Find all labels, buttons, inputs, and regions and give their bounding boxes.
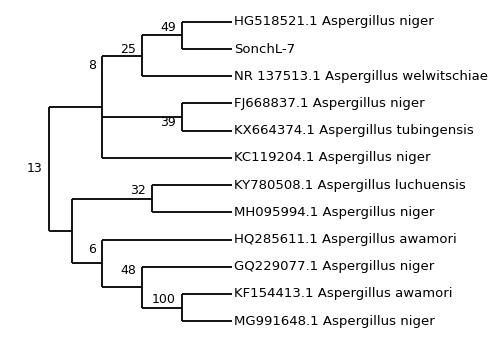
Text: FJ668837.1 Aspergillus niger: FJ668837.1 Aspergillus niger (234, 97, 425, 110)
Text: KF154413.1 Aspergillus awamori: KF154413.1 Aspergillus awamori (234, 287, 453, 300)
Text: KX664374.1 Aspergillus tubingensis: KX664374.1 Aspergillus tubingensis (234, 124, 474, 137)
Text: MG991648.1 Aspergillus niger: MG991648.1 Aspergillus niger (234, 315, 435, 328)
Text: HG518521.1 Aspergillus niger: HG518521.1 Aspergillus niger (234, 15, 434, 28)
Text: 39: 39 (160, 116, 176, 129)
Text: NR 137513.1 Aspergillus welwitschiae: NR 137513.1 Aspergillus welwitschiae (234, 70, 488, 83)
Text: SonchL-7: SonchL-7 (234, 43, 296, 56)
Text: 13: 13 (27, 163, 42, 176)
Text: 48: 48 (120, 264, 136, 277)
Text: 100: 100 (152, 293, 176, 306)
Text: KY780508.1 Aspergillus luchuensis: KY780508.1 Aspergillus luchuensis (234, 179, 466, 192)
Text: 6: 6 (88, 243, 96, 256)
Text: 49: 49 (160, 21, 176, 34)
Text: MH095994.1 Aspergillus niger: MH095994.1 Aspergillus niger (234, 206, 435, 219)
Text: 32: 32 (130, 184, 146, 197)
Text: GQ229077.1 Aspergillus niger: GQ229077.1 Aspergillus niger (234, 260, 434, 273)
Text: HQ285611.1 Aspergillus awamori: HQ285611.1 Aspergillus awamori (234, 233, 457, 246)
Text: 8: 8 (88, 59, 96, 72)
Text: 25: 25 (120, 43, 136, 56)
Text: KC119204.1 Aspergillus niger: KC119204.1 Aspergillus niger (234, 151, 431, 164)
